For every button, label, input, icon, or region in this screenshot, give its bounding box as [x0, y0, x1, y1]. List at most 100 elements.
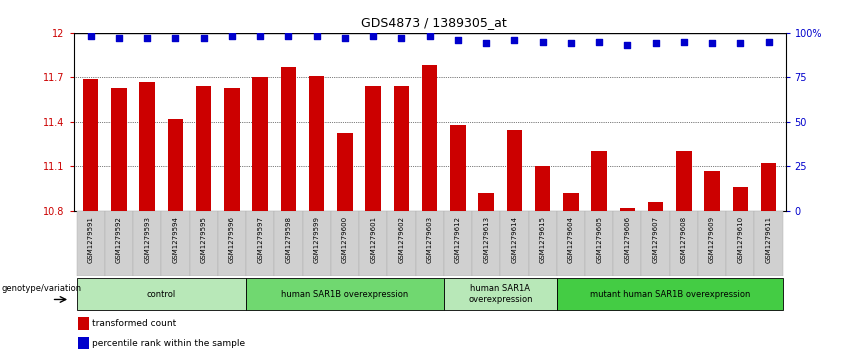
Point [281, 33, 295, 39]
Bar [189, 211, 218, 276]
Bar [394, 86, 409, 211]
Bar [196, 86, 212, 211]
Text: GSM1279595: GSM1279595 [201, 216, 207, 263]
Bar [444, 211, 472, 276]
Point [310, 33, 324, 39]
Bar [111, 87, 127, 211]
Point [141, 35, 155, 41]
Text: mutant human SAR1B overexpression: mutant human SAR1B overexpression [589, 290, 750, 298]
Point [112, 35, 126, 41]
Text: GSM1279613: GSM1279613 [483, 216, 490, 263]
Text: GSM1279601: GSM1279601 [370, 216, 376, 263]
Point [677, 38, 691, 44]
Bar [676, 151, 692, 211]
Bar [246, 278, 444, 310]
Text: genotype/variation: genotype/variation [2, 284, 82, 293]
Bar [507, 130, 523, 211]
Point [648, 40, 662, 46]
Point [394, 35, 408, 41]
Point [451, 37, 465, 43]
Point [761, 38, 775, 44]
Bar [641, 211, 670, 276]
Bar [224, 87, 240, 211]
Bar [246, 211, 274, 276]
Bar [761, 163, 776, 211]
Point [225, 33, 239, 39]
Bar [76, 278, 246, 310]
Bar [556, 211, 585, 276]
Text: GSM1279600: GSM1279600 [342, 216, 348, 263]
Point [479, 40, 493, 46]
Bar [698, 211, 727, 276]
Bar [161, 211, 189, 276]
Bar [535, 166, 550, 211]
Text: GSM1279602: GSM1279602 [398, 216, 404, 263]
Text: transformed count: transformed count [92, 319, 176, 328]
Point [366, 33, 380, 39]
Bar [500, 211, 529, 276]
Text: GSM1279597: GSM1279597 [257, 216, 263, 263]
Bar [591, 151, 607, 211]
Point [592, 38, 606, 44]
Bar [585, 211, 614, 276]
Text: GSM1279610: GSM1279610 [737, 216, 743, 263]
Bar [337, 134, 352, 211]
Bar [444, 278, 556, 310]
Bar [670, 211, 698, 276]
Bar [387, 211, 416, 276]
Point [621, 42, 635, 48]
Bar [78, 317, 89, 330]
Text: GSM1279599: GSM1279599 [313, 216, 319, 263]
Point [197, 35, 211, 41]
Point [423, 33, 437, 39]
Point [705, 40, 719, 46]
Text: GSM1279598: GSM1279598 [286, 216, 292, 263]
Bar [416, 211, 444, 276]
Bar [105, 211, 133, 276]
Bar [140, 82, 155, 211]
Text: GSM1279612: GSM1279612 [455, 216, 461, 263]
Text: control: control [147, 290, 176, 298]
Point [564, 40, 578, 46]
Text: GSM1279596: GSM1279596 [229, 216, 235, 263]
Bar [253, 77, 268, 211]
Text: GSM1279607: GSM1279607 [653, 216, 659, 263]
Bar [133, 211, 161, 276]
Bar [274, 211, 303, 276]
Bar [556, 278, 783, 310]
Point [168, 35, 182, 41]
Text: GSM1279615: GSM1279615 [540, 216, 546, 263]
Bar [83, 79, 98, 211]
Bar [218, 211, 246, 276]
Text: percentile rank within the sample: percentile rank within the sample [92, 339, 245, 348]
Bar [422, 65, 437, 211]
Text: GSM1279614: GSM1279614 [511, 216, 517, 263]
Text: GSM1279591: GSM1279591 [88, 216, 94, 263]
Bar [365, 86, 381, 211]
Bar [727, 211, 754, 276]
Bar [472, 211, 500, 276]
Bar [620, 208, 635, 211]
Text: GSM1279605: GSM1279605 [596, 216, 602, 263]
Text: GSM1279604: GSM1279604 [568, 216, 574, 263]
Bar [331, 211, 359, 276]
Bar [168, 119, 183, 211]
Bar [648, 201, 663, 211]
Text: human SAR1B overexpression: human SAR1B overexpression [281, 290, 409, 298]
Bar [76, 211, 105, 276]
Text: GSM1279593: GSM1279593 [144, 216, 150, 263]
Text: GSM1279609: GSM1279609 [709, 216, 715, 263]
Point [508, 37, 522, 43]
Bar [529, 211, 556, 276]
Bar [303, 211, 331, 276]
Bar [563, 193, 579, 211]
Bar [704, 171, 720, 211]
Text: human SAR1A
overexpression: human SAR1A overexpression [468, 284, 533, 304]
Point [536, 38, 549, 44]
Bar [78, 337, 89, 349]
Text: GSM1279603: GSM1279603 [427, 216, 432, 263]
Point [84, 33, 98, 39]
Bar [733, 187, 748, 211]
Bar [478, 193, 494, 211]
Text: GSM1279611: GSM1279611 [766, 216, 772, 263]
